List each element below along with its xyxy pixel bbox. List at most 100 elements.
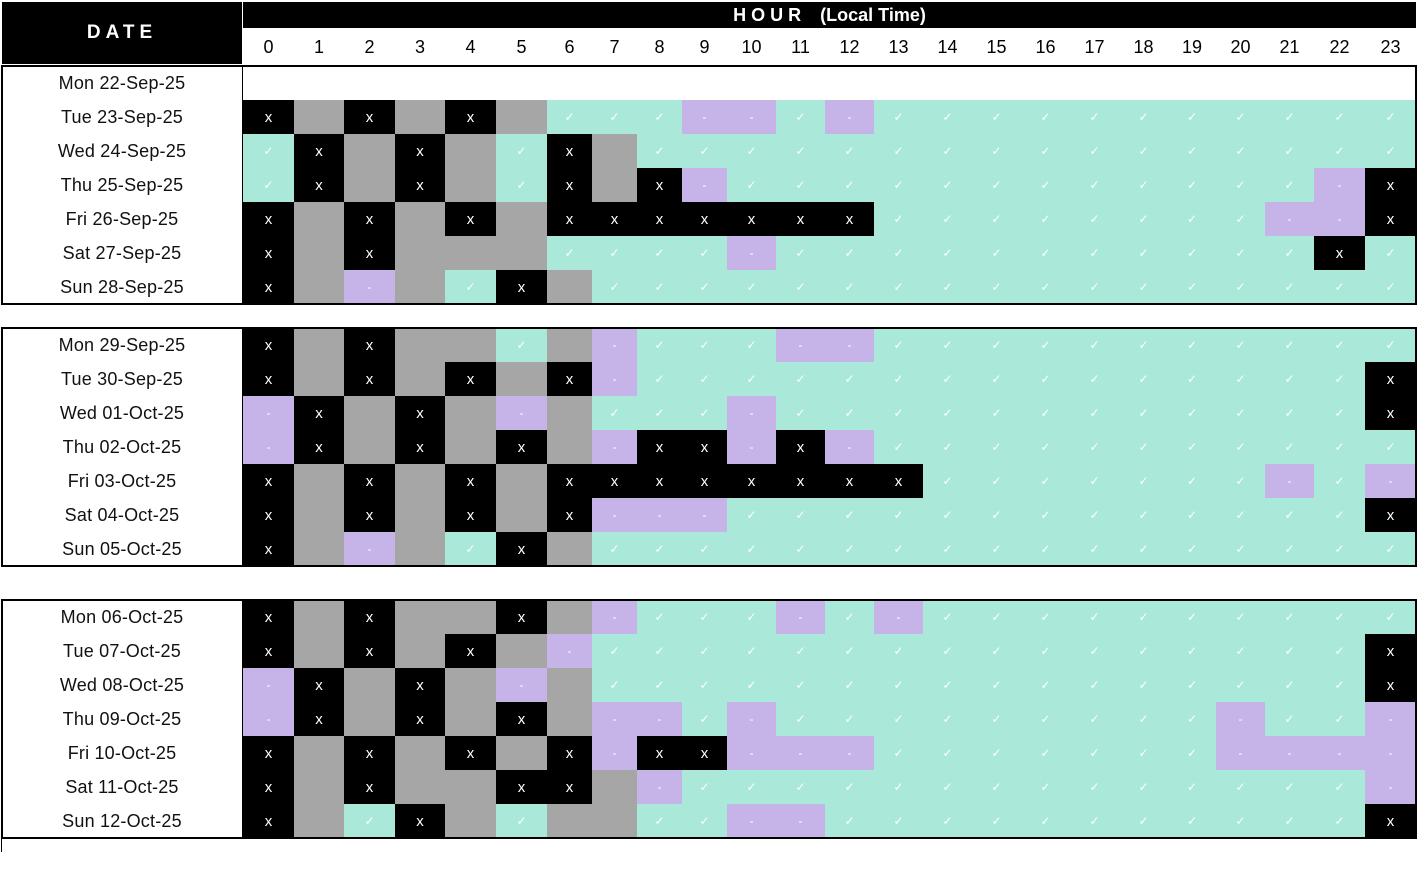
- available-cell[interactable]: ✓: [1216, 396, 1265, 430]
- available-cell[interactable]: ✓: [682, 702, 727, 736]
- unavailable-cell[interactable]: x: [496, 600, 547, 634]
- unavailable-cell[interactable]: x: [825, 202, 874, 236]
- available-cell[interactable]: ✓: [825, 236, 874, 270]
- available-cell[interactable]: ✓: [1021, 328, 1070, 362]
- available-cell[interactable]: ✓: [1119, 362, 1168, 396]
- blocked-cell[interactable]: [547, 668, 592, 702]
- tentative-cell[interactable]: -: [1365, 736, 1416, 770]
- available-cell[interactable]: ✓: [1070, 236, 1119, 270]
- blocked-cell[interactable]: [294, 498, 344, 532]
- available-cell[interactable]: ✓: [1021, 668, 1070, 702]
- available-cell[interactable]: ✓: [682, 328, 727, 362]
- available-cell[interactable]: ✓: [1021, 134, 1070, 168]
- available-cell[interactable]: ✓: [1265, 668, 1314, 702]
- available-cell[interactable]: ✓: [972, 396, 1021, 430]
- unavailable-cell[interactable]: x: [395, 430, 445, 464]
- unavailable-cell[interactable]: x: [445, 100, 496, 134]
- blocked-cell[interactable]: [395, 736, 445, 770]
- available-cell[interactable]: ✓: [825, 702, 874, 736]
- available-cell[interactable]: ✓: [874, 362, 923, 396]
- available-cell[interactable]: ✓: [874, 532, 923, 566]
- available-cell[interactable]: ✓: [1021, 600, 1070, 634]
- available-cell[interactable]: ✓: [1265, 396, 1314, 430]
- available-cell[interactable]: ✓: [972, 770, 1021, 804]
- blocked-cell[interactable]: [294, 804, 344, 838]
- available-cell[interactable]: ✓: [776, 134, 825, 168]
- unavailable-cell[interactable]: x: [592, 464, 637, 498]
- available-cell[interactable]: ✓: [637, 134, 682, 168]
- unavailable-cell[interactable]: x: [637, 168, 682, 202]
- tentative-cell[interactable]: -: [592, 362, 637, 396]
- unavailable-cell[interactable]: x: [825, 464, 874, 498]
- available-cell[interactable]: ✓: [1168, 668, 1216, 702]
- blocked-cell[interactable]: [344, 668, 395, 702]
- available-cell[interactable]: ✓: [1070, 362, 1119, 396]
- available-cell[interactable]: ✓: [1265, 532, 1314, 566]
- available-cell[interactable]: ✓: [1265, 702, 1314, 736]
- available-cell[interactable]: ✓: [972, 236, 1021, 270]
- available-cell[interactable]: ✓: [923, 634, 972, 668]
- unavailable-cell[interactable]: x: [243, 600, 294, 634]
- tentative-cell[interactable]: -: [825, 736, 874, 770]
- available-cell[interactable]: ✓: [637, 634, 682, 668]
- unavailable-cell[interactable]: x: [547, 362, 592, 396]
- unavailable-cell[interactable]: x: [445, 362, 496, 396]
- available-cell[interactable]: ✓: [923, 532, 972, 566]
- unavailable-cell[interactable]: x: [294, 396, 344, 430]
- blocked-cell[interactable]: [395, 202, 445, 236]
- tentative-cell[interactable]: -: [776, 736, 825, 770]
- unavailable-cell[interactable]: x: [496, 702, 547, 736]
- available-cell[interactable]: ✓: [1119, 804, 1168, 838]
- available-cell[interactable]: ✓: [1168, 634, 1216, 668]
- available-cell[interactable]: ✓: [1021, 634, 1070, 668]
- available-cell[interactable]: ✓: [874, 702, 923, 736]
- unavailable-cell[interactable]: x: [344, 498, 395, 532]
- available-cell[interactable]: ✓: [1119, 600, 1168, 634]
- available-cell[interactable]: ✓: [1314, 668, 1365, 702]
- available-cell[interactable]: ✓: [825, 396, 874, 430]
- empty-cell[interactable]: [344, 66, 395, 100]
- available-cell[interactable]: ✓: [1070, 134, 1119, 168]
- empty-cell[interactable]: [972, 66, 1021, 100]
- unavailable-cell[interactable]: x: [243, 270, 294, 304]
- available-cell[interactable]: ✓: [1216, 430, 1265, 464]
- blocked-cell[interactable]: [294, 270, 344, 304]
- available-cell[interactable]: ✓: [592, 100, 637, 134]
- tentative-cell[interactable]: -: [344, 270, 395, 304]
- blocked-cell[interactable]: [395, 236, 445, 270]
- available-cell[interactable]: ✓: [1216, 464, 1265, 498]
- available-cell[interactable]: ✓: [1119, 100, 1168, 134]
- unavailable-cell[interactable]: x: [727, 202, 776, 236]
- tentative-cell[interactable]: -: [1265, 464, 1314, 498]
- unavailable-cell[interactable]: x: [445, 464, 496, 498]
- available-cell[interactable]: ✓: [1168, 736, 1216, 770]
- tentative-cell[interactable]: -: [496, 396, 547, 430]
- available-cell[interactable]: ✓: [682, 236, 727, 270]
- empty-cell[interactable]: [1119, 66, 1168, 100]
- available-cell[interactable]: ✓: [825, 134, 874, 168]
- unavailable-cell[interactable]: x: [637, 430, 682, 464]
- available-cell[interactable]: ✓: [1216, 668, 1265, 702]
- available-cell[interactable]: ✓: [445, 270, 496, 304]
- blocked-cell[interactable]: [547, 396, 592, 430]
- tentative-cell[interactable]: -: [496, 668, 547, 702]
- available-cell[interactable]: ✓: [1365, 532, 1416, 566]
- available-cell[interactable]: ✓: [1216, 532, 1265, 566]
- empty-cell[interactable]: [923, 66, 972, 100]
- available-cell[interactable]: ✓: [1314, 270, 1365, 304]
- available-cell[interactable]: ✓: [1119, 430, 1168, 464]
- available-cell[interactable]: ✓: [874, 396, 923, 430]
- available-cell[interactable]: ✓: [776, 668, 825, 702]
- available-cell[interactable]: ✓: [1070, 270, 1119, 304]
- tentative-cell[interactable]: -: [547, 634, 592, 668]
- blocked-cell[interactable]: [496, 362, 547, 396]
- tentative-cell[interactable]: -: [776, 328, 825, 362]
- blocked-cell[interactable]: [547, 804, 592, 838]
- tentative-cell[interactable]: -: [825, 328, 874, 362]
- available-cell[interactable]: ✓: [776, 396, 825, 430]
- available-cell[interactable]: ✓: [874, 498, 923, 532]
- available-cell[interactable]: ✓: [923, 770, 972, 804]
- unavailable-cell[interactable]: x: [682, 202, 727, 236]
- empty-cell[interactable]: [776, 66, 825, 100]
- tentative-cell[interactable]: -: [1365, 770, 1416, 804]
